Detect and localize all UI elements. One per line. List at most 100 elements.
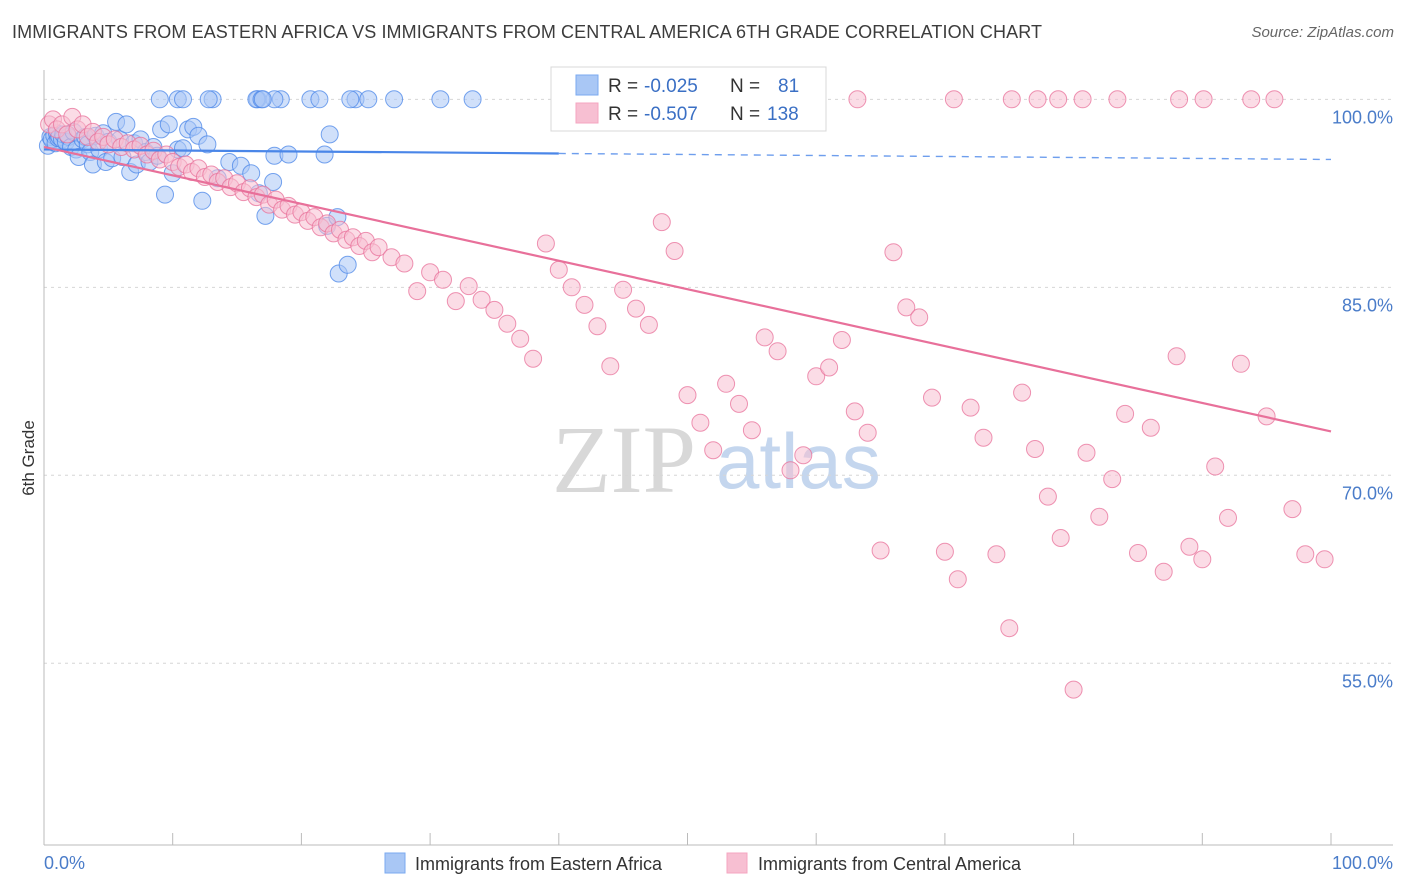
- data-point: [1049, 90, 1068, 109]
- data-point: [1193, 550, 1212, 569]
- data-point: [781, 461, 800, 480]
- stats-r-label-0: R =: [608, 76, 638, 97]
- data-point: [279, 145, 298, 164]
- data-point: [117, 115, 136, 134]
- data-point: [704, 441, 723, 460]
- stats-n-label-0: N =: [730, 76, 760, 97]
- trend-line-dashed: [558, 152, 1332, 161]
- data-point: [315, 145, 334, 164]
- stats-r-value-0: -0.025: [644, 76, 698, 97]
- data-point: [755, 328, 774, 347]
- data-point: [678, 386, 697, 405]
- data-point: [1315, 550, 1334, 569]
- watermark: ZIP atlas: [552, 406, 881, 513]
- y-tick-labels: 55.0% 70.0% 85.0% 100.0%: [1332, 107, 1393, 691]
- data-point: [1129, 544, 1147, 562]
- data-point: [601, 357, 620, 376]
- data-point: [935, 542, 954, 561]
- data-point: [446, 292, 465, 311]
- data-point: [1265, 90, 1284, 109]
- data-point: [1000, 619, 1019, 638]
- data-point: [341, 90, 360, 109]
- data-point: [910, 308, 929, 327]
- data-point: [961, 398, 980, 417]
- data-point: [575, 295, 594, 314]
- data-point: [150, 90, 169, 109]
- data-point: [768, 342, 787, 361]
- data-point: [923, 388, 941, 407]
- x-tick-label-max: 100.0%: [1332, 853, 1393, 873]
- y-axis-label: 6th Grade: [19, 420, 38, 496]
- trend-line: [43, 145, 1332, 433]
- legend-swatch-eastern-africa: [384, 852, 406, 874]
- data-point: [794, 446, 813, 465]
- legend: Immigrants from Eastern Africa Immigrant…: [384, 852, 1022, 874]
- data-point: [1154, 562, 1173, 581]
- data-point: [730, 394, 748, 413]
- y-tick-label: 85.0%: [1342, 295, 1393, 315]
- data-point: [858, 423, 877, 442]
- data-point: [1073, 90, 1092, 109]
- stats-n-value-0: 81: [778, 76, 799, 97]
- x-tick-label-min: 0.0%: [44, 853, 85, 873]
- data-point: [845, 402, 864, 421]
- trend-line-solid: [43, 148, 559, 155]
- data-point: [974, 428, 993, 447]
- data-point: [463, 90, 482, 109]
- y-tick-label: 70.0%: [1342, 483, 1393, 503]
- legend-label-central-america: Immigrants from Central America: [758, 854, 1022, 874]
- data-point: [459, 277, 478, 296]
- data-point: [1064, 680, 1083, 699]
- data-point: [1194, 90, 1213, 109]
- data-point: [897, 298, 916, 317]
- data-point: [511, 329, 530, 348]
- data-point: [431, 90, 450, 109]
- legend-label-eastern-africa: Immigrants from Eastern Africa: [415, 854, 663, 874]
- data-point: [691, 413, 710, 432]
- data-point: [1242, 90, 1261, 109]
- x-ticks: [43, 833, 1332, 845]
- data-point: [1013, 383, 1032, 402]
- y-tick-label: 100.0%: [1332, 107, 1393, 127]
- data-point: [1038, 487, 1057, 506]
- data-point: [498, 314, 517, 333]
- data-point: [1180, 537, 1199, 556]
- data-point: [253, 90, 272, 109]
- data-point: [665, 242, 684, 260]
- data-point: [472, 290, 491, 309]
- data-point: [1002, 90, 1021, 109]
- data-point: [549, 260, 568, 279]
- data-point: [1219, 508, 1237, 527]
- data-point: [717, 374, 736, 393]
- trend-lines: [43, 145, 1332, 433]
- data-point: [395, 254, 414, 273]
- axes: [43, 70, 1393, 846]
- data-point: [944, 90, 963, 109]
- chart-source: Source: ZipAtlas.com: [1251, 24, 1394, 41]
- stats-swatch-pink: [575, 102, 599, 124]
- data-point: [884, 243, 903, 262]
- data-point: [159, 115, 178, 134]
- y-tick-label: 55.0%: [1342, 671, 1393, 691]
- data-point: [1170, 90, 1189, 109]
- data-point: [1206, 457, 1225, 476]
- stats-n-value-1: 138: [767, 104, 799, 125]
- data-point: [1051, 529, 1070, 547]
- data-point: [871, 541, 890, 560]
- data-point: [485, 300, 504, 319]
- data-point: [807, 367, 826, 386]
- data-point: [193, 191, 212, 210]
- data-point: [742, 421, 761, 440]
- data-point: [987, 545, 1006, 564]
- data-point: [385, 90, 404, 109]
- data-point: [1141, 418, 1160, 437]
- data-point: [264, 173, 283, 191]
- data-point: [614, 280, 633, 299]
- data-point: [242, 164, 261, 183]
- data-point: [1077, 443, 1096, 462]
- data-point: [848, 90, 867, 109]
- data-point: [1028, 90, 1047, 109]
- data-point: [1283, 500, 1302, 519]
- legend-swatch-central-america: [726, 852, 748, 874]
- data-point: [588, 317, 607, 336]
